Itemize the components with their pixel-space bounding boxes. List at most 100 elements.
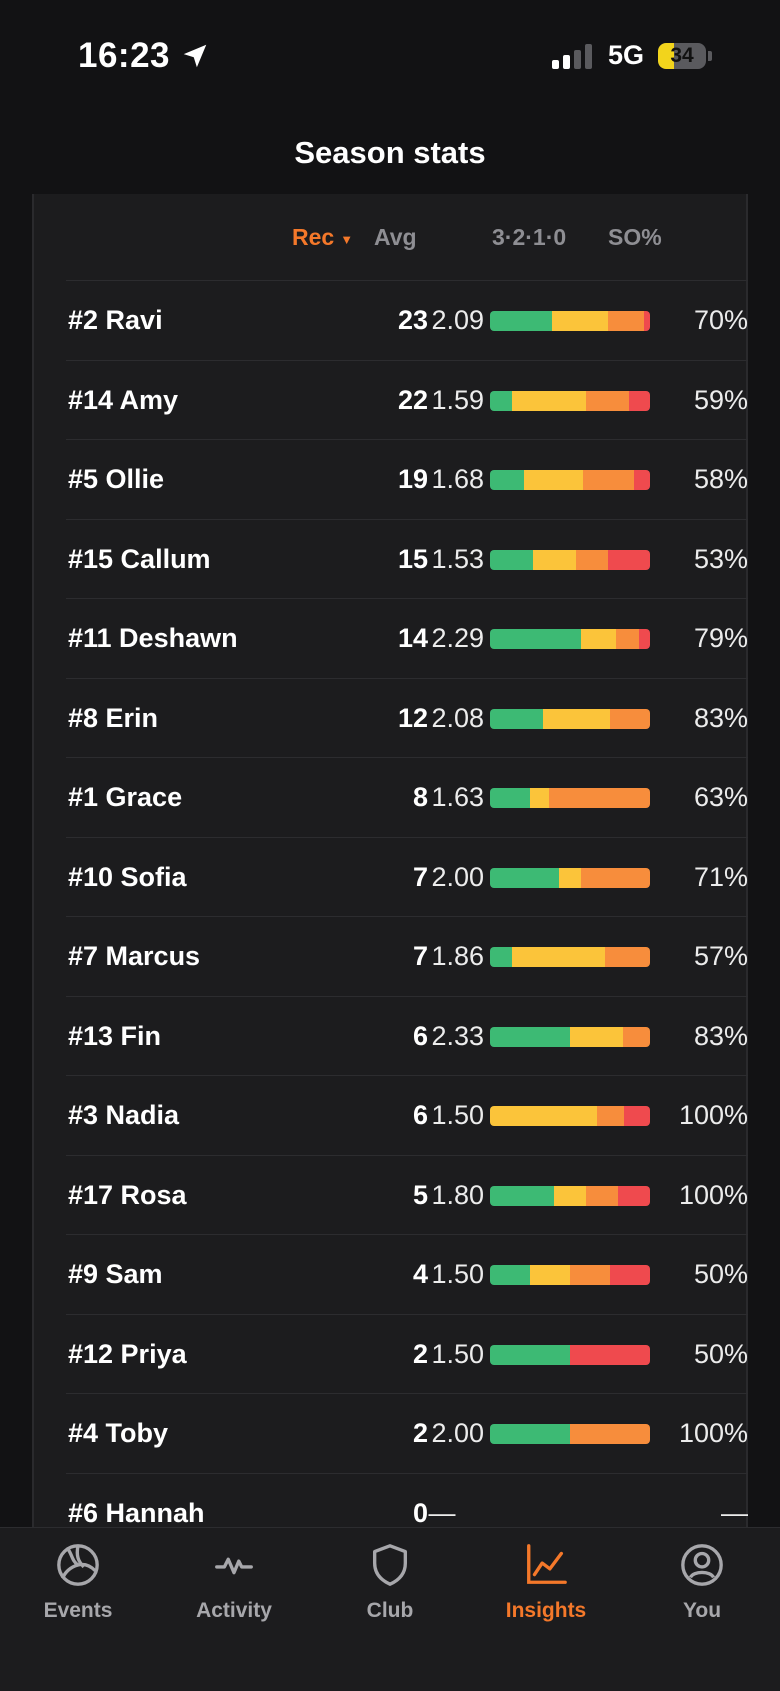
score-0-segment <box>643 311 650 331</box>
player-name: #4 Toby <box>68 1418 169 1448</box>
score-2-segment <box>542 708 610 729</box>
page-title: Season stats <box>294 135 486 170</box>
score-2-segment <box>554 1185 586 1206</box>
score-3-segment <box>490 470 524 490</box>
avg-value: 1.53 <box>431 543 484 574</box>
avg-value: 1.68 <box>431 464 484 494</box>
status-time: 16:23 <box>78 36 210 76</box>
status-indicators: 5G 34 <box>551 40 712 71</box>
score-1-segment <box>622 1026 650 1047</box>
score-distribution-bar <box>490 1026 650 1047</box>
score-1-segment <box>570 1424 650 1444</box>
score-distribution-bar <box>490 470 650 490</box>
score-1-segment <box>597 1106 625 1126</box>
score-1-segment <box>582 470 634 490</box>
tab-label: Activity <box>196 1599 272 1622</box>
player-name: #3 Nadia <box>68 1100 180 1130</box>
table-row[interactable]: #12 Priya 2 1.50 50% <box>66 1313 748 1394</box>
tab-club[interactable]: Club <box>312 1542 468 1623</box>
tab-label: Club <box>366 1599 414 1622</box>
so-percent-value: 100% <box>678 1100 748 1130</box>
table-row[interactable]: #17 Rosa 5 1.80 100% <box>66 1154 748 1235</box>
score-distribution-bar <box>490 708 650 729</box>
score-0-segment <box>610 1265 650 1285</box>
table-row[interactable]: #6 Hannah 0— — <box>66 1472 748 1553</box>
score-1-segment <box>576 549 609 570</box>
avg-value: 1.50 <box>431 1338 484 1369</box>
line-chart-icon <box>523 1542 569 1593</box>
so-percent-value: 70% <box>693 305 748 335</box>
score-distribution-bar <box>490 1344 650 1365</box>
score-distribution-bar <box>490 549 650 570</box>
player-name: #12 Priya <box>68 1338 187 1369</box>
tab-you[interactable]: You <box>624 1542 780 1623</box>
score-2-segment <box>512 947 606 967</box>
player-name: #7 Marcus <box>68 941 201 971</box>
distribution-header[interactable]: 3·2·1·0 <box>492 224 567 250</box>
so-percent-value: — <box>721 1497 748 1528</box>
network-type: 5G <box>607 40 644 70</box>
score-distribution-bar <box>490 311 650 331</box>
table-row[interactable]: #2 Ravi 23 2.09 70% <box>66 280 748 360</box>
tab-label: Insights <box>505 1599 587 1622</box>
score-3-segment <box>490 947 513 967</box>
score-2-segment <box>490 1106 598 1126</box>
cellular-signal-icon <box>551 43 592 69</box>
table-row[interactable]: #8 Erin 12 2.08 83% <box>66 677 748 758</box>
avg-value: 1.59 <box>431 384 484 415</box>
rec-value: 15 <box>397 543 428 574</box>
sort-rec-header[interactable]: Rec ▼ <box>292 224 353 251</box>
player-name: #13 Fin <box>68 1020 162 1051</box>
avg-header[interactable]: Avg <box>374 224 417 250</box>
table-row[interactable]: #11 Deshawn 14 2.29 79% <box>66 598 748 678</box>
so-percent-value: 59% <box>693 384 748 415</box>
tab-activity[interactable]: Activity <box>156 1542 312 1623</box>
player-name: #17 Rosa <box>68 1179 187 1210</box>
score-3-segment <box>490 1265 530 1285</box>
player-name: #15 Callum <box>68 543 211 574</box>
score-3-segment <box>490 788 530 808</box>
score-3-segment <box>490 1344 570 1365</box>
tab-bar: Events Activity Club Insights You <box>0 1527 780 1691</box>
score-1-segment <box>586 1185 618 1206</box>
table-row[interactable]: #13 Fin 6 2.33 83% <box>66 995 748 1076</box>
table-row[interactable]: #9 Sam 4 1.50 50% <box>66 1234 748 1314</box>
so-percent-value: 53% <box>693 543 748 574</box>
score-distribution-bar <box>490 629 650 649</box>
tab-label: You <box>682 1599 722 1622</box>
score-3-segment <box>490 867 559 888</box>
tab-events[interactable]: Events <box>0 1542 156 1623</box>
player-name: #9 Sam <box>68 1259 163 1289</box>
player-name: #6 Hannah <box>68 1497 205 1528</box>
score-2-segment <box>512 390 586 411</box>
avg-value: 1.63 <box>431 782 484 812</box>
so-percent-value: 57% <box>693 941 748 971</box>
tab-insights[interactable]: Insights <box>468 1542 624 1623</box>
table-row[interactable]: #10 Sofia 7 2.00 71% <box>66 836 748 917</box>
time-text: 16:23 <box>78 36 171 75</box>
table-row[interactable]: #3 Nadia 6 1.50 100% <box>66 1075 748 1155</box>
player-name: #14 Amy <box>68 384 179 415</box>
table-row[interactable]: #1 Grace 8 1.63 63% <box>66 757 748 837</box>
table-row[interactable]: #5 Ollie 19 1.68 58% <box>66 439 748 519</box>
score-3-segment <box>490 311 553 331</box>
rec-value: 14 <box>397 623 428 653</box>
so-percent-value: 58% <box>693 464 748 494</box>
table-row[interactable]: #4 Toby 2 2.00 100% <box>66 1393 748 1473</box>
tab-label: Events <box>43 1599 113 1622</box>
score-3-segment <box>490 549 534 570</box>
score-2-segment <box>570 1026 623 1047</box>
table-row[interactable]: #14 Amy 22 1.59 59% <box>66 359 748 440</box>
avg-value: 2.00 <box>431 1418 484 1448</box>
table-row[interactable]: #7 Marcus 7 1.86 57% <box>66 916 748 996</box>
score-distribution-bar <box>490 390 650 411</box>
table-header: Rec ▼ Avg 3·2·1·0 SO% <box>34 194 746 280</box>
so-percent-value: 83% <box>693 702 748 733</box>
rec-value: 6 <box>412 1020 428 1051</box>
so-header[interactable]: SO% <box>608 224 662 250</box>
so-percent-value: 100% <box>678 1418 748 1448</box>
score-1-segment <box>581 867 650 888</box>
avg-value: 1.86 <box>431 941 484 971</box>
table-row[interactable]: #15 Callum 15 1.53 53% <box>66 518 748 599</box>
